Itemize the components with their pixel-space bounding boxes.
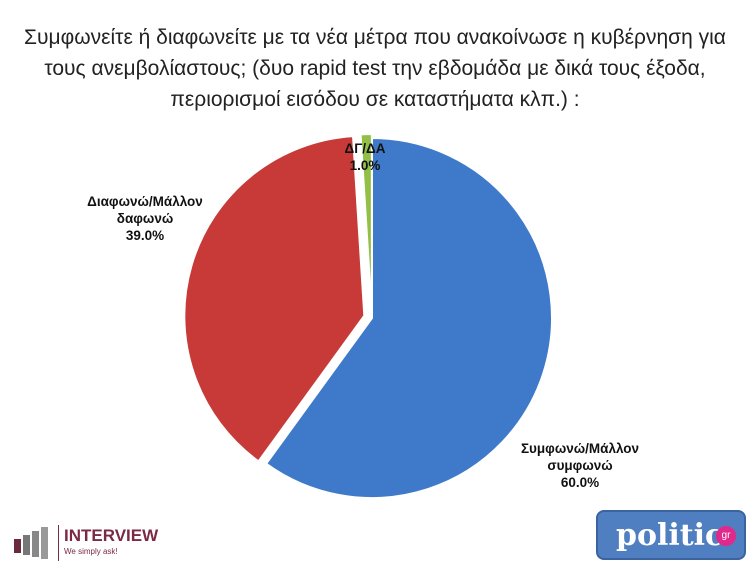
pie-slice: [183, 135, 366, 463]
chart-title: Συμφωνείτε ή διαφωνείτε με τα νέα μέτρα …: [24, 26, 726, 111]
bars-icon: [14, 527, 48, 559]
pie-slice: [264, 136, 553, 499]
interview-logo: INTERVIEW We simply ask!: [12, 525, 182, 561]
politic-logo: politic gr: [596, 510, 746, 560]
politic-name: politic: [616, 518, 724, 553]
slice-label-agree: Συμφωνώ/Μάλλον συμφωνώ 60.0%: [520, 441, 640, 490]
politic-suffix: gr: [716, 526, 736, 546]
interview-tagline: We simply ask!: [64, 547, 118, 556]
slice-label-dkna: ΔΓ/ΔΑ 1.0%: [344, 141, 386, 173]
interview-name: INTERVIEW: [64, 526, 159, 545]
slice-label-disagree: Διαφωνώ/Μάλλον δαφωνώ 39.0%: [87, 194, 203, 243]
pie-slice: [359, 133, 373, 315]
